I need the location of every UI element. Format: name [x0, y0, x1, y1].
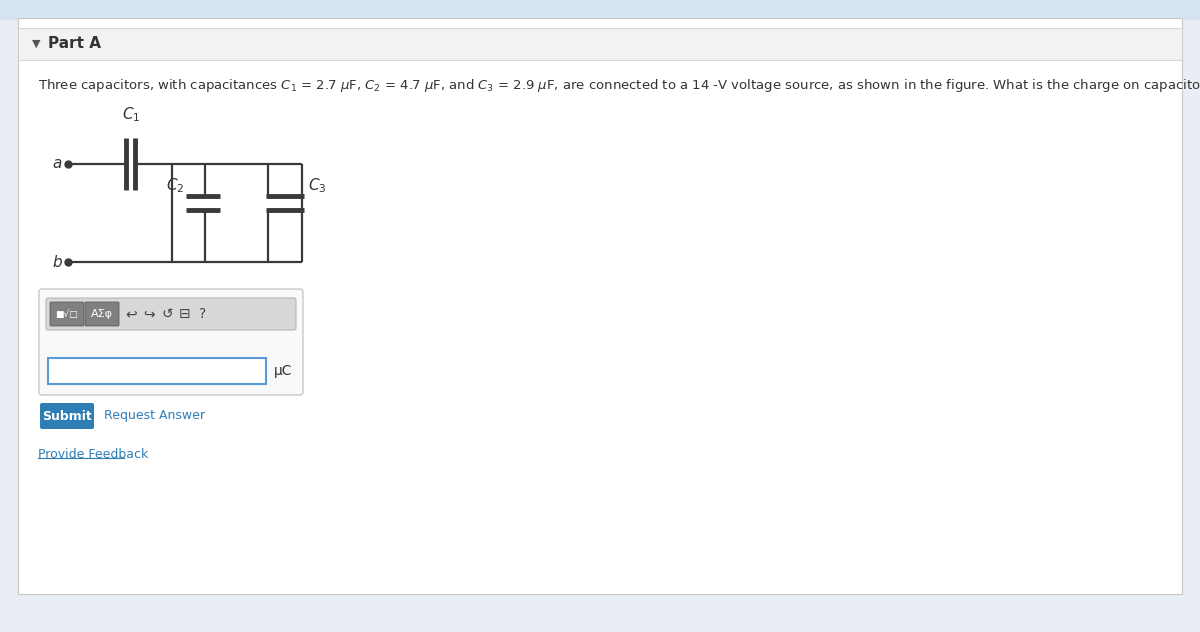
Text: $C_2$: $C_2$ [166, 177, 184, 195]
Text: ▼: ▼ [32, 39, 41, 49]
FancyBboxPatch shape [85, 302, 119, 326]
Text: ↩: ↩ [125, 307, 137, 321]
Text: Submit: Submit [42, 410, 92, 423]
FancyBboxPatch shape [50, 302, 84, 326]
Bar [18, 28, 1182, 60]
Text: ↪: ↪ [143, 307, 155, 321]
Text: Provide Feedback: Provide Feedback [38, 447, 149, 461]
Bar [0, 0, 1200, 20]
Text: Three capacitors, with capacitances $C_1$ = 2.7 $\mu$F, $C_2$ = 4.7 $\mu$F, and : Three capacitors, with capacitances $C_1… [38, 78, 1200, 95]
Text: ■√□: ■√□ [55, 310, 78, 319]
Text: Part A: Part A [48, 37, 101, 51]
Text: $C_1$: $C_1$ [122, 106, 140, 124]
FancyBboxPatch shape [46, 298, 296, 330]
FancyBboxPatch shape [40, 403, 94, 429]
Text: $C_3$: $C_3$ [308, 177, 326, 195]
FancyBboxPatch shape [38, 289, 302, 395]
Text: ?: ? [199, 307, 206, 321]
Text: ⊟: ⊟ [179, 307, 191, 321]
Text: $b$: $b$ [52, 254, 62, 270]
Text: ΑΣφ: ΑΣφ [91, 309, 113, 319]
Text: Request Answer: Request Answer [104, 410, 205, 423]
Text: $a$: $a$ [52, 157, 62, 171]
Bar [48, 358, 266, 384]
Text: ↺: ↺ [161, 307, 173, 321]
Text: μC: μC [274, 364, 293, 378]
